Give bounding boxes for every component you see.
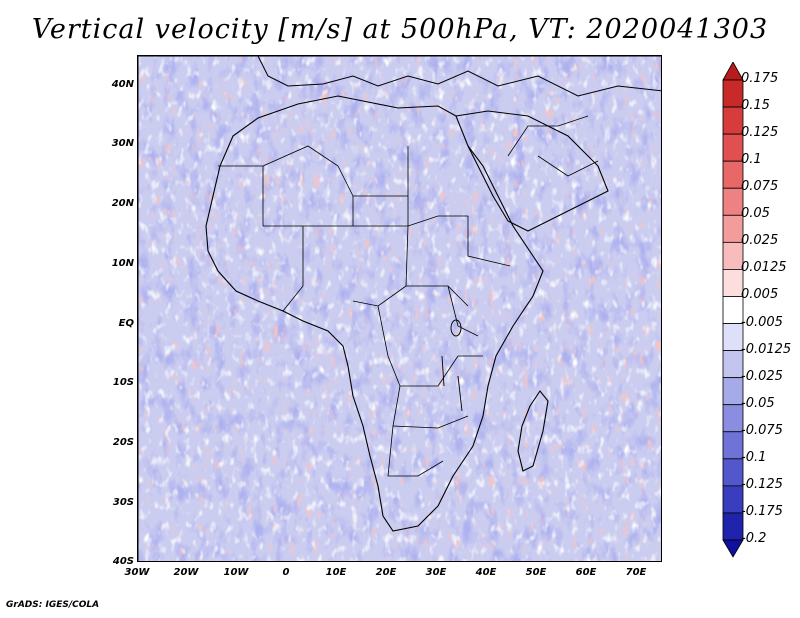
velocity-field: [138, 56, 661, 561]
colorbar: [722, 62, 744, 558]
colorbar-bin: [722, 404, 744, 433]
lon-label: 10E: [325, 567, 347, 578]
arabia-coastline: [455, 110, 609, 232]
lon-label: 30E: [425, 567, 447, 578]
colorbar-bin: [722, 79, 744, 108]
colorbar-bin: [722, 214, 744, 243]
colorbar-label: 0.125: [741, 125, 779, 141]
colorbar-bin: [722, 350, 744, 379]
lon-label: 50E: [525, 567, 547, 578]
lon-label: 70E: [625, 567, 647, 578]
colorbar-label: 0.15: [741, 98, 770, 114]
lat-label: 10N: [111, 258, 134, 269]
lon-label: 20W: [173, 567, 199, 578]
colorbar-label: -0.175: [741, 503, 783, 519]
colorbar-bin: [722, 377, 744, 406]
colorbar-bin: [722, 431, 744, 460]
lat-label: 10S: [112, 377, 134, 388]
colorbar-bin: [722, 241, 744, 270]
colorbar-label: -0.1: [741, 449, 767, 465]
lon-label: 60E: [575, 567, 597, 578]
colorbar-bin: [722, 62, 744, 81]
colorbar-bin: [722, 485, 744, 514]
colorbar-label: 0.0125: [741, 260, 787, 276]
map-panel: [137, 55, 662, 562]
colorbar-label: -0.0125: [741, 341, 792, 357]
colorbar-bin: [722, 106, 744, 135]
colorbar-bin: [722, 539, 744, 558]
grads-credit: GrADS: IGES/COLA: [6, 600, 100, 610]
europe-coastline: [257, 56, 661, 97]
colorbar-label: 0.075: [741, 179, 779, 195]
map-title: Vertical velocity [m/s] at 500hPa, VT: 2…: [31, 14, 769, 45]
colorbar-label: 0.175: [741, 71, 779, 86]
lat-label: 20S: [112, 437, 134, 448]
colorbar-label: -0.2: [741, 531, 767, 546]
colorbar-label: -0.025: [741, 368, 783, 384]
lon-label: 0: [282, 567, 290, 578]
colorbar-bin: [722, 296, 744, 324]
lon-label: 20E: [375, 567, 397, 578]
lon-label: 10W: [223, 567, 249, 578]
colorbar-bin: [722, 458, 744, 487]
colorbar-bin: [722, 160, 744, 189]
colorbar-label: 0.005: [741, 287, 779, 303]
lat-label: 40N: [111, 79, 134, 90]
lon-label: 40E: [475, 567, 497, 578]
country-borders: [218, 115, 599, 477]
colorbar-bin: [722, 512, 744, 541]
lat-label: 30S: [112, 497, 134, 508]
colorbar-label: -0.005: [741, 314, 783, 330]
colorbar-label: 0.05: [741, 206, 770, 222]
lat-label: 20N: [111, 198, 134, 209]
colorbar-bin: [722, 269, 744, 297]
colorbar-bin: [722, 323, 744, 351]
colorbar-bin: [722, 133, 744, 162]
lat-label: EQ: [118, 318, 134, 329]
colorbar-label: 0.1: [741, 152, 762, 168]
colorbar-label: 0.025: [741, 233, 779, 249]
lon-label: 30W: [124, 567, 150, 578]
colorbar-label: -0.05: [741, 395, 775, 411]
africa-coastline: [205, 95, 544, 532]
madagascar-coastline: [517, 390, 549, 472]
lakes: [441, 319, 463, 412]
lat-label: 40S: [112, 556, 134, 567]
lat-label: 30N: [111, 138, 134, 149]
colorbar-label: -0.125: [741, 476, 783, 492]
colorbar-label: -0.075: [741, 422, 783, 438]
colorbar-bin: [722, 187, 744, 216]
